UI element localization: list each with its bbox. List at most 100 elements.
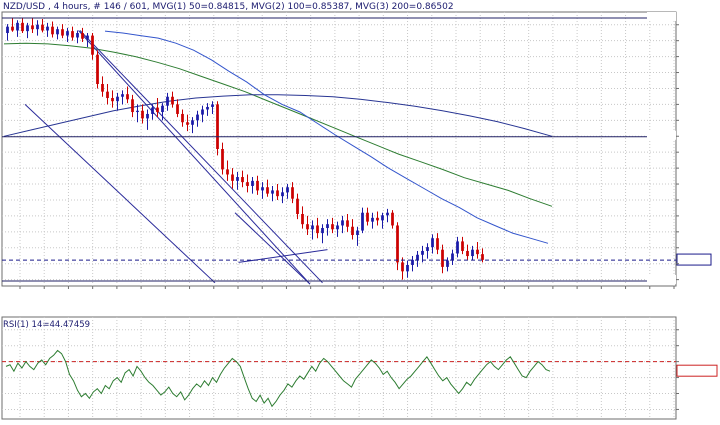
candle-body	[206, 106, 209, 110]
candle-body	[266, 187, 269, 194]
candle-body	[456, 241, 459, 254]
candle-body	[336, 225, 339, 230]
candle-body	[346, 220, 349, 227]
candle-body	[371, 217, 374, 222]
candle-body	[256, 180, 259, 191]
candle-body	[6, 26, 9, 34]
candle-body	[31, 25, 34, 30]
candle-body	[201, 109, 204, 115]
trendline	[238, 249, 328, 263]
candle-body	[451, 253, 454, 261]
candle-body	[96, 54, 99, 85]
candle-body	[116, 96, 119, 102]
candle-body	[481, 254, 484, 260]
candle-body	[71, 31, 74, 38]
candle-body	[221, 149, 224, 170]
candle-body	[476, 249, 479, 255]
chart-title: NZD/USD , 4 hours, # 146 / 601, MVG(1) 5…	[3, 2, 454, 12]
candle-body	[361, 212, 364, 231]
horizontal-level-tag	[647, 130, 676, 140]
candle-body	[106, 91, 109, 99]
current-price-tag	[676, 253, 712, 266]
candle-body	[236, 177, 239, 181]
candle-body	[151, 107, 154, 114]
candle-body	[381, 215, 384, 221]
candle-body	[421, 250, 424, 255]
candle-body	[86, 35, 89, 39]
candle-body	[101, 84, 104, 92]
candle-body	[51, 26, 54, 35]
candle-body	[161, 105, 164, 113]
candle-body	[436, 238, 439, 250]
candle-body	[326, 224, 329, 229]
candle-body	[466, 250, 469, 257]
candle-body	[156, 107, 159, 113]
mvg-50-line	[104, 30, 549, 244]
trendline	[24, 104, 216, 284]
candle-body	[171, 96, 174, 105]
candle-body	[11, 26, 14, 31]
rsi-current-tag	[676, 364, 718, 377]
candle-body	[331, 224, 334, 230]
candle-body	[391, 212, 394, 226]
candle-body	[276, 190, 279, 197]
rsi-layer	[2, 329, 718, 410]
candle-body	[366, 212, 369, 222]
candle-body	[411, 259, 414, 265]
candle-body	[216, 104, 219, 149]
candle-body	[251, 180, 254, 186]
candle-body	[166, 96, 169, 106]
candle-body	[146, 113, 149, 119]
trendline	[234, 212, 311, 285]
candle-body	[296, 198, 299, 214]
candle-body	[41, 24, 44, 31]
candle-body	[91, 35, 94, 55]
candle-body	[356, 230, 359, 236]
mvg-200-line	[3, 94, 553, 137]
trendline	[78, 30, 311, 285]
horizontal-level-tag	[647, 274, 676, 284]
candle-body	[66, 31, 69, 36]
candle-body	[311, 225, 314, 230]
candle-body	[111, 98, 114, 102]
candle-body	[186, 122, 189, 125]
candle-body	[301, 213, 304, 225]
rsi-title: RSI(1) 14=44.47459	[3, 320, 90, 330]
candle-body	[26, 25, 29, 32]
candle-body	[191, 120, 194, 125]
candle-body	[281, 192, 284, 197]
candle-body	[176, 104, 179, 114]
candle-body	[401, 262, 404, 272]
candle-body	[46, 26, 49, 31]
candle-body	[461, 241, 464, 251]
candle-body	[246, 182, 249, 186]
grid-layer	[2, 12, 676, 419]
candle-body	[81, 33, 84, 39]
price-axis	[676, 24, 679, 281]
candle-body	[271, 190, 274, 194]
candle-body	[471, 249, 474, 257]
level-layer	[2, 11, 712, 284]
candle-body	[121, 94, 124, 97]
candle-body	[76, 33, 79, 38]
candle-body	[406, 264, 409, 272]
candle-body	[16, 22, 19, 31]
candlestick-layer	[6, 17, 484, 280]
candle-body	[321, 228, 324, 234]
candle-body	[341, 220, 344, 226]
candle-body	[396, 225, 399, 263]
candle-body	[231, 174, 234, 181]
rsi-line	[5, 349, 551, 408]
candle-body	[131, 99, 134, 113]
candle-body	[196, 114, 199, 121]
candle-body	[416, 254, 419, 260]
candle-body	[226, 169, 229, 175]
candle-body	[56, 29, 59, 35]
trendline-layer	[24, 30, 328, 285]
candle-body	[261, 187, 264, 191]
horizontal-level-tag	[647, 11, 676, 21]
candle-body	[441, 249, 444, 267]
candle-body	[241, 177, 244, 183]
rsi-panel-frame	[1, 316, 677, 420]
